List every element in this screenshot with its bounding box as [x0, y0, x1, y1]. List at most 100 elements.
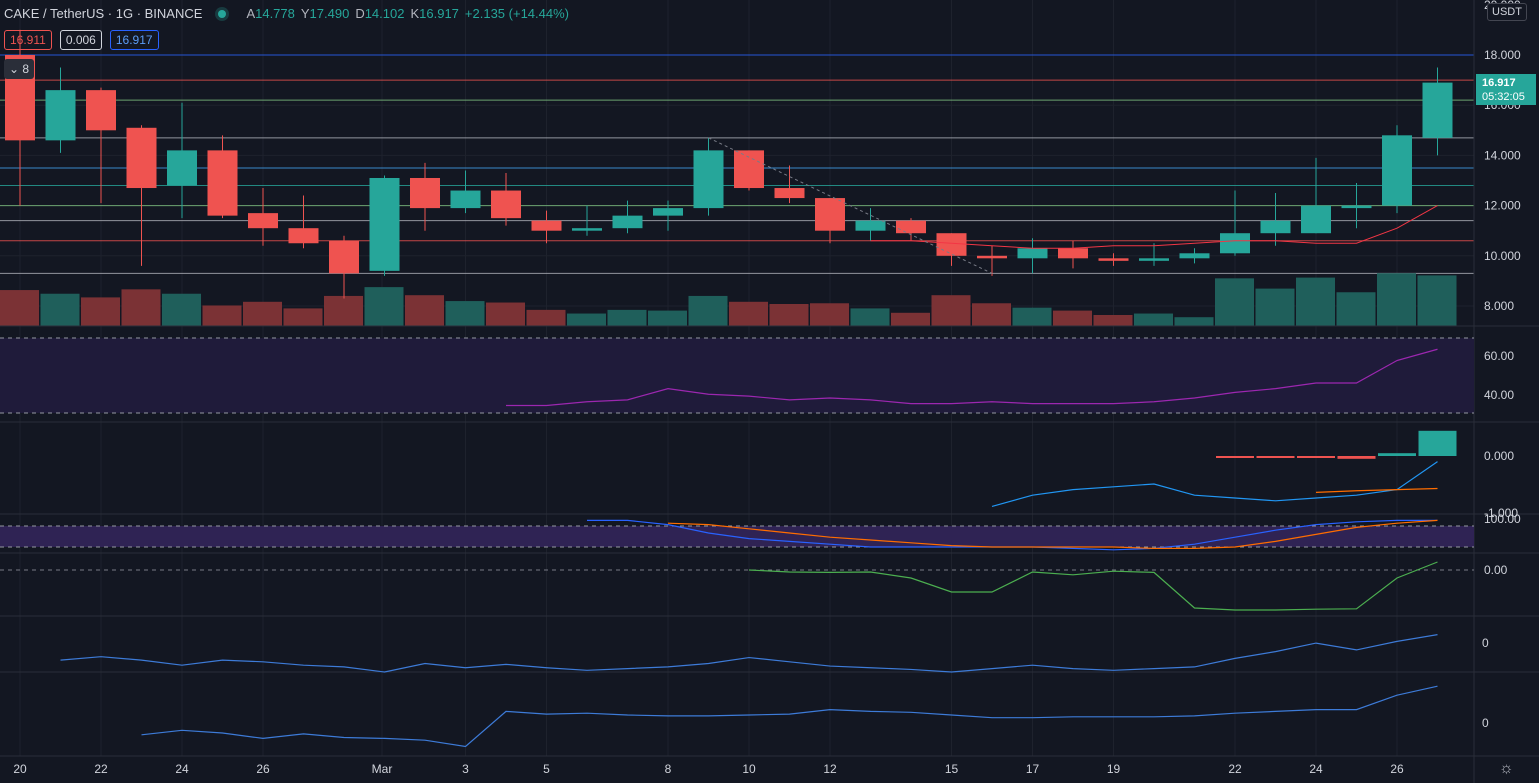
candle-body — [1301, 205, 1331, 234]
candle-body — [855, 220, 886, 231]
candle-body — [1422, 82, 1453, 138]
volume-bar — [40, 293, 80, 326]
volume-bar — [405, 295, 444, 326]
volume-bar — [810, 303, 849, 326]
gear-icon[interactable]: ☼ — [1499, 760, 1514, 777]
candle-body — [369, 177, 400, 271]
candle-body — [86, 90, 116, 131]
trend-line — [708, 137, 993, 274]
candle-body — [1058, 248, 1088, 259]
candle-body — [774, 188, 805, 199]
currency-button[interactable]: USDT — [1487, 3, 1527, 21]
candle-body — [1098, 258, 1129, 261]
symbol-title[interactable]: CAKE / TetherUS · 1G · BINANCE — [4, 6, 203, 21]
spread-value: 0.006 — [59, 30, 102, 50]
macd-histogram-bar — [1378, 453, 1416, 456]
volume-bar — [0, 290, 39, 326]
candle-body — [815, 198, 845, 231]
date-axis-label: 26 — [256, 762, 270, 776]
pane5-tick-label: 0 — [1482, 636, 1489, 650]
date-axis-label: Mar — [372, 762, 393, 776]
pane6-tick-label: 0 — [1482, 716, 1489, 730]
volume-bar — [1296, 277, 1335, 326]
volume-bar — [1377, 273, 1416, 326]
rsi-line — [506, 348, 1438, 407]
oscillator-line — [748, 561, 1438, 611]
change-value: +2.135 (+14.44%) — [464, 6, 569, 21]
macd-histogram-bar — [1256, 456, 1295, 458]
stoch-d-line — [667, 519, 1438, 550]
open-label: A — [246, 6, 256, 21]
quote-bar: 16.911 0.006 16.917 — [4, 30, 159, 50]
volume-bar — [324, 295, 363, 326]
volume-bar — [1336, 292, 1376, 326]
stoch-tick-label: 100.00 — [1484, 512, 1521, 526]
volume-bar — [162, 293, 201, 326]
date-axis-label: 8 — [665, 762, 672, 776]
candle-body — [1220, 233, 1250, 254]
volume-bar — [1417, 275, 1457, 326]
macd-histogram-bar — [1297, 456, 1335, 458]
date-axis-label: 24 — [1309, 762, 1323, 776]
volume-bar — [81, 297, 120, 326]
candle-body — [896, 220, 926, 234]
candle-body — [531, 220, 562, 231]
price-tick-label: 10.000 — [1484, 249, 1521, 263]
pane5-line — [60, 634, 1438, 673]
candle-body — [126, 127, 157, 189]
volume-bar — [202, 305, 242, 326]
candle-body — [288, 228, 319, 244]
macd-histogram-bar — [1418, 430, 1457, 456]
candle-body — [248, 213, 278, 229]
volume-bar — [1093, 315, 1133, 326]
high-label: Y — [300, 6, 310, 21]
candle-body — [693, 150, 724, 209]
candle-body — [410, 177, 440, 209]
price-tick-label: 14.000 — [1484, 148, 1521, 162]
date-axis-label: 22 — [94, 762, 108, 776]
volume-bar — [972, 303, 1011, 326]
last-price: 16.917 — [1482, 77, 1516, 89]
symbol-legend: CAKE / TetherUS · 1G · BINANCE A 14.778 Y… — [4, 6, 569, 21]
candle-body — [612, 215, 643, 229]
ask-button[interactable]: 16.917 — [109, 30, 159, 50]
high-value: 17.490 — [309, 6, 350, 21]
macd-histogram-bar — [1216, 456, 1254, 458]
volume-bar — [1134, 313, 1173, 326]
price-tick-label: 12.000 — [1484, 199, 1521, 213]
volume-bar — [891, 312, 930, 326]
volume-bar — [769, 304, 809, 326]
macd-tick-label: -1.000 — [1484, 506, 1518, 520]
volume-bar — [688, 295, 728, 326]
open-value: 14.778 — [255, 6, 295, 21]
candle-body — [1017, 248, 1048, 259]
volume-bar — [648, 310, 687, 326]
rsi-tick-label: 60.00 — [1484, 349, 1514, 363]
macd-signal-line — [1315, 487, 1438, 493]
candle-body — [977, 255, 1007, 259]
date-axis-label: 24 — [175, 762, 189, 776]
candle-body — [167, 150, 197, 186]
macd-line — [991, 461, 1438, 507]
candle-body — [734, 150, 764, 189]
candle-body — [936, 233, 967, 256]
candle-body — [450, 190, 481, 209]
volume-bar — [1012, 307, 1052, 326]
low-label: D — [355, 6, 365, 21]
volume-bar — [729, 301, 768, 326]
market-status-icon — [218, 9, 227, 18]
date-axis-label: 10 — [742, 762, 756, 776]
date-axis-label: 12 — [823, 762, 837, 776]
volume-bar — [931, 295, 971, 326]
volume-bar — [526, 309, 566, 326]
price-tick-label: 8.000 — [1484, 299, 1514, 313]
pane6-line — [141, 685, 1438, 748]
bid-button[interactable]: 16.911 — [4, 30, 52, 50]
macd-tick-label: 0.000 — [1484, 449, 1514, 463]
indicators-collapse-button[interactable]: ⌄ 8 — [4, 59, 34, 79]
date-axis-label: 3 — [462, 762, 469, 776]
candle-body — [1260, 220, 1291, 234]
date-axis-label: 26 — [1390, 762, 1404, 776]
volume-bar — [486, 302, 525, 326]
